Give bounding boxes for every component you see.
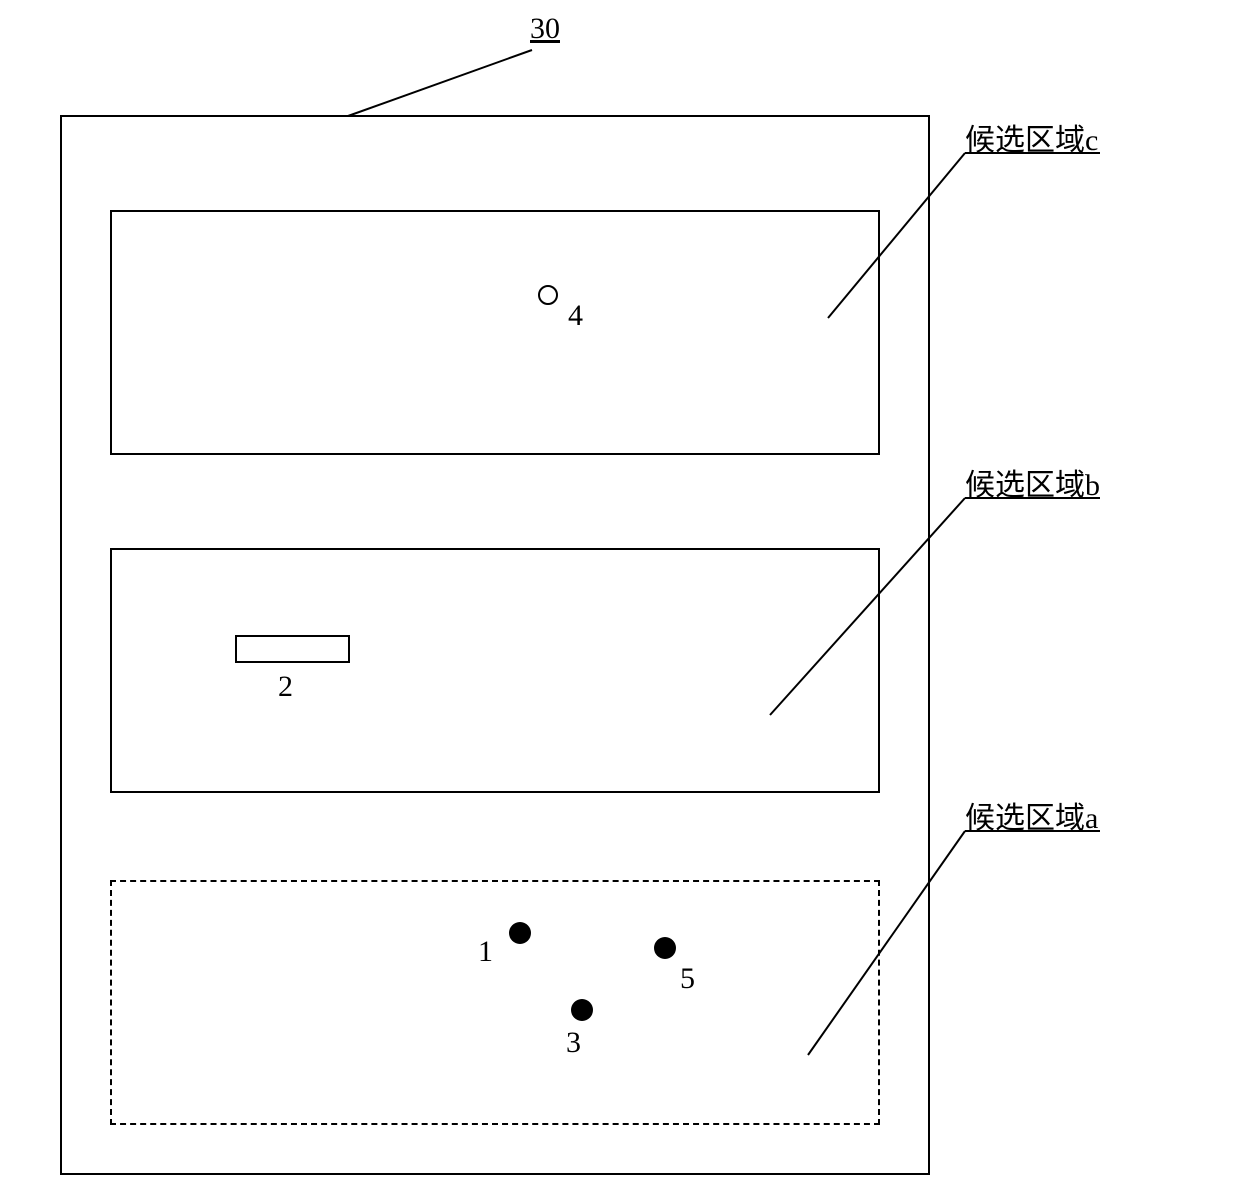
marker-1-label: 1	[478, 935, 493, 969]
marker-2-icon	[235, 635, 350, 663]
candidate-region-c	[110, 210, 880, 455]
candidate-region-a	[110, 880, 880, 1125]
reference-number-30: 30	[530, 12, 560, 46]
marker-3-label: 3	[566, 1026, 581, 1060]
candidate-region-b	[110, 548, 880, 793]
marker-5-icon	[654, 937, 676, 959]
diagram-canvas: 30 候选区域c 候选区域b 候选区域a 4 2 1 5 3	[0, 0, 1240, 1200]
label-region-c: 候选区域c	[965, 115, 1098, 159]
marker-4-icon	[538, 285, 558, 305]
marker-3-icon	[571, 999, 593, 1021]
label-region-a: 候选区域a	[965, 793, 1098, 837]
marker-5-label: 5	[680, 962, 695, 996]
label-region-b: 候选区域b	[965, 460, 1100, 504]
marker-2-label: 2	[278, 670, 293, 704]
marker-4-label: 4	[568, 299, 583, 333]
marker-1-icon	[509, 922, 531, 944]
